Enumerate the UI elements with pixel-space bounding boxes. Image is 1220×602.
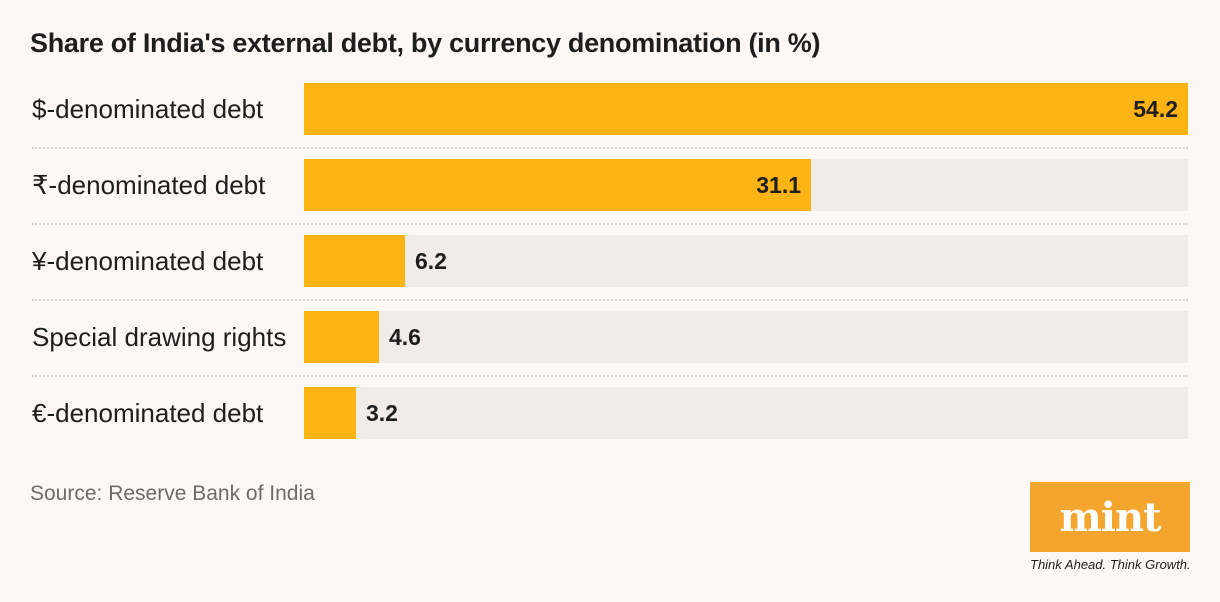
bar-row: €-denominated debt 3.2 [0,387,1220,463]
bar [304,311,379,363]
row-divider [32,147,1188,149]
category-label: ¥-denominated debt [32,246,264,276]
mint-logo: mint [1030,482,1190,552]
bar [304,83,1188,135]
logo-wordmark: mint [1059,493,1161,541]
bar-track: 54.2 [304,83,1188,135]
value-label: 54.2 [1133,96,1178,122]
bar-track: 3.2 [304,387,1188,439]
source-note: Source: Reserve Bank of India [30,482,315,505]
row-divider [32,375,1188,377]
bar-row: ₹-denominated debt 31.1 [0,159,1220,235]
category-label: $-denominated debt [32,94,264,124]
row-divider [32,223,1188,225]
bar [304,387,356,439]
bar [304,235,405,287]
value-label: 31.1 [756,172,801,198]
logo-tagline: Think Ahead. Think Growth. [1030,557,1191,572]
value-label: 4.6 [389,324,421,350]
bar-track: 6.2 [304,235,1188,287]
row-divider [32,299,1188,301]
bar-row: Special drawing rights 4.6 [0,311,1220,387]
value-label: 3.2 [366,400,398,426]
bar [304,159,811,211]
value-label: 6.2 [415,248,447,274]
bar-chart: $-denominated debt 54.2 ₹-denominated debt… [0,83,1220,463]
bar-track: 31.1 [304,159,1188,211]
bar-track: 4.6 [304,311,1188,363]
category-label: €-denominated debt [32,398,264,428]
bar-row: $-denominated debt 54.2 [0,83,1220,159]
category-label: Special drawing rights [32,322,287,352]
bar-row: ¥-denominated debt 6.2 [0,235,1220,311]
category-label: ₹-denominated debt [32,170,266,200]
chart-title: Share of India's external debt, by curre… [30,28,821,58]
